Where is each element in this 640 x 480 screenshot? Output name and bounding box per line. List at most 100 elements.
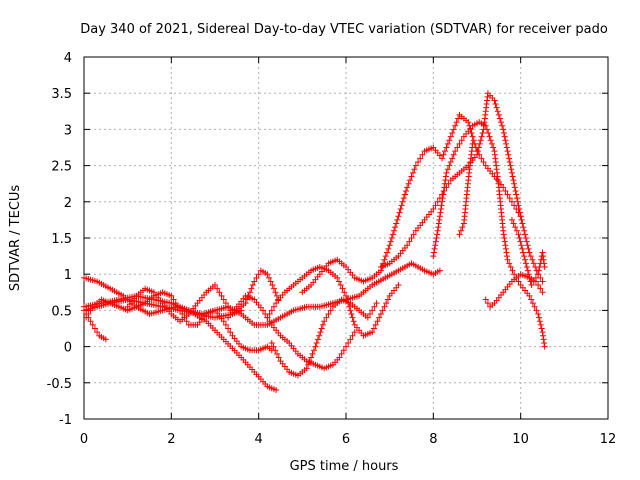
data-point [480,158,487,165]
data-point [511,184,518,191]
data-point [404,242,411,249]
data-point [530,260,537,267]
data-point [318,325,325,332]
data-point [478,133,485,140]
data-point [522,256,529,263]
data-point [409,169,416,176]
data-point [404,184,411,191]
data-series [81,90,548,394]
data-point [432,242,439,249]
data-point [485,130,492,137]
data-point [430,206,437,213]
data-point [447,158,454,165]
data-point [532,274,539,281]
data-point [522,235,529,241]
data-point [385,245,392,252]
data-point [526,249,533,256]
axis-ticks [83,56,609,420]
data-point [440,187,447,194]
x-tick-label: 12 [600,432,617,447]
data-point [510,220,517,227]
data-point [514,195,521,202]
data-point [535,311,542,318]
data-point [310,347,317,354]
data-point [336,278,343,285]
data-point [498,119,505,126]
x-tick-label: 0 [80,432,88,447]
data-point [500,126,507,133]
data-point [220,296,227,303]
series-sat-f [124,282,245,325]
data-point [369,329,376,336]
data-point [393,220,400,227]
data-point [384,296,391,303]
data-point [275,354,282,361]
data-point [528,282,535,289]
y-tick-label: 1.5 [51,232,72,247]
data-point [436,267,443,274]
data-point [439,198,446,205]
data-point [334,274,341,281]
data-point [482,122,489,129]
data-point [537,285,544,292]
data-point [403,187,410,194]
data-point [398,202,405,209]
grid [84,57,608,419]
data-point [516,206,523,213]
data-point [535,282,542,289]
data-point [374,318,381,325]
data-point [183,318,190,325]
data-point [484,300,491,307]
data-point [541,263,548,270]
data-point [430,253,437,260]
data-point [522,231,529,238]
data-point [227,329,234,336]
data-point [491,97,498,104]
data-point [410,231,417,238]
data-point [381,256,388,263]
data-point [508,216,515,223]
data-point [407,177,414,184]
data-point [319,321,326,328]
data-point [443,169,450,176]
data-point [270,285,277,292]
data-point [449,130,456,137]
data-point [444,166,451,173]
data-point [437,206,444,213]
data-point [512,224,519,231]
data-point [325,311,332,318]
data-point [533,307,540,314]
data-point [502,137,509,144]
data-point [540,332,547,339]
series-sat-o [456,140,476,238]
data-point [214,285,221,292]
data-point [539,249,546,256]
data-point [327,307,334,314]
series-sat-h [268,296,380,379]
data-point [94,329,101,336]
data-point [444,140,451,147]
data-point [246,289,253,296]
data-point [382,253,389,260]
data-point [517,213,524,220]
data-point [238,307,245,314]
data-point [474,148,481,155]
data-point [347,336,354,343]
data-point [527,253,534,260]
data-point [340,347,347,354]
data-point [87,318,94,325]
data-point [251,278,258,285]
data-point [174,303,181,310]
data-point [450,126,457,133]
data-point [87,307,94,314]
data-point [272,289,279,296]
data-point [388,235,395,241]
data-point [520,249,527,256]
data-point [503,144,510,151]
data-point [537,321,544,328]
data-point [509,267,516,274]
data-point [496,115,503,122]
data-point [501,133,508,140]
data-point [519,220,526,227]
